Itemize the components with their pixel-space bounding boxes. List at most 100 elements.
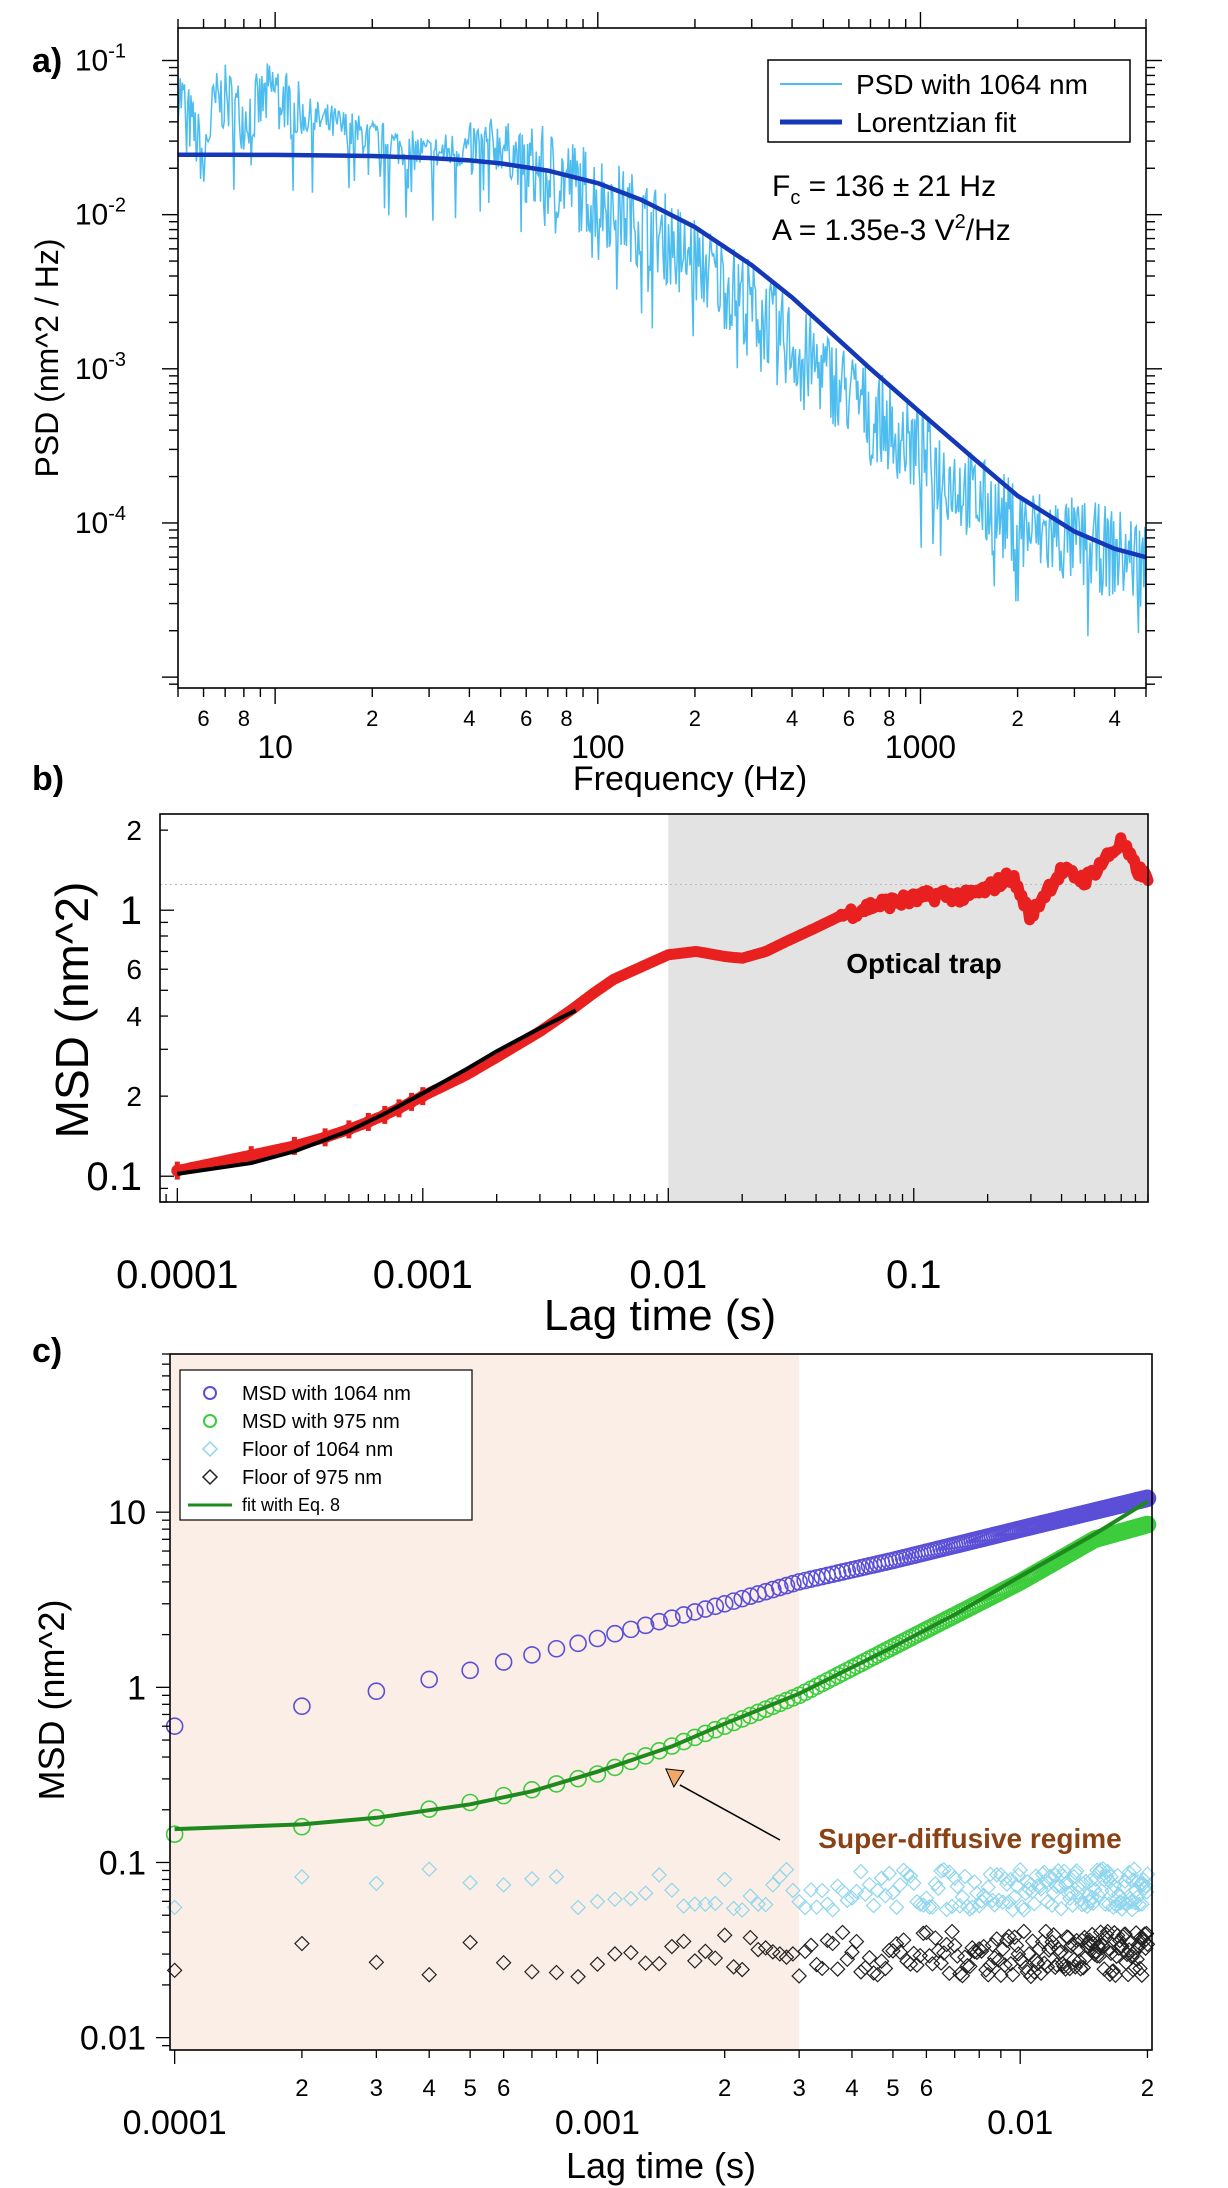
psd-raw-line: [177, 63, 1147, 637]
floor-1064-point: [1000, 1894, 1017, 1910]
floor-1064-point: [1071, 1877, 1088, 1894]
floor-975-point: [936, 1945, 952, 1961]
panel-b: b) 0.0001 0.001 0.01 0.1 0.1 2 4 6 1 2 Optical tr…: [32, 760, 1154, 1340]
floor-1064-point: [844, 1890, 860, 1906]
msd-975-point: [650, 1741, 669, 1760]
msd-975-point: [165, 1825, 184, 1844]
msd-1064-point: [674, 1606, 693, 1624]
msd-1064-point: [461, 1661, 479, 1680]
floor-975-point: [1137, 1940, 1154, 1957]
floor-1064-point: [921, 1899, 938, 1915]
y-tick-label: 10-4: [75, 503, 126, 540]
floor-975-point: [368, 1954, 385, 1971]
panel-b-ticks: 0.0001 0.001 0.01 0.1 0.1 2 4 6 1 2: [86, 815, 1149, 1297]
floor-1064-point: [421, 1861, 438, 1878]
msd-fit-line: [177, 1008, 577, 1176]
floor-1064-point: [905, 1875, 922, 1892]
floor-975-point: [803, 1937, 819, 1954]
x-tick-label: 5: [886, 2075, 899, 2102]
floor-975-point: [877, 1960, 894, 1977]
floor-975-point: [844, 1944, 860, 1960]
floor-1064-point: [1038, 1873, 1054, 1890]
msd-975-point: [663, 1737, 681, 1755]
floor-1064-point: [757, 1896, 774, 1913]
floor-975-point: [637, 1955, 654, 1971]
floor-1064-point: [1026, 1895, 1043, 1912]
panel-b-plot: [160, 814, 1154, 1202]
msd-1064-point: [547, 1639, 566, 1658]
super-diffusive-label: Super-diffusive regime: [818, 1823, 1121, 1854]
panel-a-frame: [177, 27, 1147, 689]
floor-1064-point: [824, 1901, 841, 1918]
floor-975-point: [921, 1947, 938, 1964]
floor-1064-point: [1134, 1896, 1150, 1912]
floor-975-point: [294, 1935, 310, 1952]
x-minor-tick-label: 4: [786, 706, 798, 731]
y-tick-label: 4: [126, 1001, 142, 1032]
floor-1064-point: [765, 1877, 781, 1893]
floor-1064-point: [964, 1899, 981, 1916]
x-tick-label: 6: [920, 2075, 933, 2102]
floor-1064-point: [1090, 1887, 1107, 1904]
floor-975-point: [1090, 1938, 1107, 1955]
msd-1064-point: [494, 1653, 513, 1671]
x-minor-tick-label: 6: [197, 706, 209, 731]
msd-1064-point: [663, 1609, 681, 1627]
floor-975-point: [984, 1937, 1001, 1953]
floor-1064-point: [1103, 1869, 1119, 1885]
floor-1064-point: [1126, 1861, 1142, 1878]
fit-eq8-line: [174, 1499, 1149, 1832]
floor-975-point: [734, 1961, 751, 1978]
floor-975-point: [778, 1949, 795, 1965]
floor-1064-point: [1081, 1893, 1098, 1910]
msd-1064-point: [420, 1670, 438, 1689]
floor-1064-point: [1106, 1878, 1123, 1895]
floor-975-point: [1072, 1960, 1089, 1977]
floor-975-point: [839, 1951, 856, 1968]
floor-1064-point: [707, 1895, 724, 1912]
floor-1064-point: [742, 1888, 759, 1904]
floor-1064-point: [1074, 1896, 1090, 1913]
x-tick-label: 10: [257, 729, 293, 765]
fc-annotation: Fc = 136 ± 21 Hz: [772, 170, 996, 209]
y-tick-label: 10-3: [75, 349, 126, 386]
floor-1064-point: [909, 1893, 925, 1910]
x-tick-label: 0.0001: [116, 1253, 238, 1297]
legend-975-marker: [203, 1414, 217, 1428]
x-tick-label: 0.01: [987, 2104, 1053, 2142]
floor-975-point: [1008, 1937, 1025, 1954]
msd-1064-point: [1138, 1489, 1157, 1508]
floor-1064-point: [462, 1874, 479, 1891]
y-tick-label: 10: [108, 1494, 146, 1532]
floor-975-point: [857, 1959, 874, 1976]
msd-1064-point: [636, 1616, 655, 1635]
msd-1064-point: [724, 1592, 743, 1610]
floor-1064-point: [607, 1891, 623, 1908]
floor-1064-point: [936, 1862, 952, 1878]
floor-975-point: [895, 1932, 912, 1948]
x-minor-tick-label: 4: [1109, 706, 1121, 731]
floor-975-point: [687, 1953, 703, 1969]
floor-975-point: [1045, 1927, 1062, 1943]
msd-1064-point: [764, 1580, 782, 1599]
panel-b-ylabel: MSD (nm^2): [46, 882, 98, 1139]
floor-975-point: [959, 1957, 976, 1974]
floor-975-point: [1015, 1923, 1032, 1940]
floor-1064-point: [877, 1887, 894, 1904]
floor-1064-point: [930, 1880, 947, 1897]
floor-975-point: [1107, 1967, 1124, 1984]
msd-1064-point: [588, 1629, 607, 1648]
floor-1064-point: [1110, 1886, 1127, 1903]
x-tick-label: 6: [497, 2075, 510, 2102]
floor-1064-point: [814, 1882, 830, 1899]
panel-c-legend: MSD with 1064 nm MSD with 975 nm Floor o…: [179, 1369, 473, 1521]
floor-1064-point: [1015, 1901, 1032, 1918]
msd-1064-point: [569, 1634, 587, 1653]
floor-1064-point: [881, 1865, 898, 1882]
floor-1064-point: [548, 1868, 565, 1885]
msd-975-point: [293, 1817, 311, 1836]
floor-975-point: [834, 1924, 851, 1941]
msd-975-point: [674, 1732, 693, 1751]
floor-975-point: [750, 1941, 767, 1958]
